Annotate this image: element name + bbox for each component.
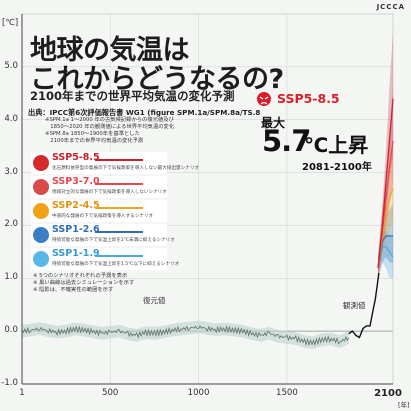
legend-swatch	[95, 255, 143, 257]
title-line-2: これからどうなるの?	[30, 64, 284, 95]
label-reconstructed: 復元値	[143, 296, 166, 305]
neutral-face-icon	[33, 203, 49, 219]
y-tick-label: 1.0	[4, 272, 18, 283]
note-line: ※SPM.8a 1850〜1900年を基準とした	[45, 131, 140, 137]
y-axis-unit: [℃]	[2, 18, 19, 28]
legend-swatch	[95, 231, 143, 233]
reconstructed-band	[22, 320, 349, 350]
legend-swatch	[95, 159, 143, 161]
legend-desc: 持続可能な発展の下で気温上昇を1.5℃以下に抑えるシナリオ	[52, 262, 180, 267]
x-tick-label: 500	[101, 388, 119, 398]
y-tick-label: 5.0	[4, 60, 18, 71]
y-tick-label: 4.0	[4, 113, 18, 124]
highlight-period: 2081-2100年	[302, 162, 372, 173]
band-ssp5-8.5	[377, 29, 393, 279]
x-tick-label: 1500	[276, 388, 298, 398]
x-axis-unit: [年]	[398, 401, 410, 409]
legend-desc: 化石燃料依存型の発展の下で気候政策を導入しない最大排出量シナリオ	[52, 166, 200, 171]
label-observed: 観測値	[343, 301, 366, 310]
legend-name: SSP2-4.5	[52, 200, 100, 211]
legend-name: SSP1-1.9	[52, 248, 100, 259]
series-lines	[21, 98, 394, 347]
footnote: ※ 5つのシナリオそれぞれの予測を表示	[33, 273, 128, 279]
chart-axes	[21, 14, 393, 385]
y-tick-label: 0.0	[4, 325, 18, 336]
note-line: 2100年までの世界平均気温の変化予測	[45, 138, 144, 144]
smile-face-icon	[33, 227, 49, 243]
source-citation: 出典：IPCC第6次評価報告書 WG1 (figure SPM.1a/SPM.8…	[28, 108, 261, 117]
y-tick-label: 2.0	[4, 219, 18, 230]
brand-logo: JCCCA	[376, 3, 405, 11]
highlight-scenario: SSP5-8.5	[277, 91, 340, 106]
highlight-face-icon	[257, 92, 271, 106]
note-line: ※SPM.1a 1〜2000 年の古気候記録からの復元値及び	[45, 117, 174, 123]
band-ssp1-2.6	[377, 204, 393, 279]
subtitle: 2100年までの世界平均気温の変化予測	[30, 89, 235, 103]
legend-card-ssp2-4.5: SSP2-4.5 中道的な発展の下で気候政策を導入するシナリオ	[31, 200, 167, 222]
highlight-max-label: 最大	[261, 116, 286, 130]
angry-face-icon	[33, 155, 49, 171]
legend-desc: 地域対立的な発展の下で気候政策を導入しないシナリオ	[52, 190, 167, 195]
x-tick-label: 2100	[374, 388, 402, 399]
y-tick-label: -1.0	[1, 378, 18, 388]
happy-face-icon	[33, 251, 49, 267]
x-tick-label: 1	[19, 388, 25, 398]
legend-name: SSP5-8.5	[52, 152, 100, 163]
legend-card-ssp5-8.5: SSP5-8.5 化石燃料依存型の発展の下で気候政策を導入しない最大排出量シナリ…	[31, 152, 199, 174]
line-ssp5-8.5	[377, 98, 394, 268]
reconstructed-line	[21, 325, 350, 347]
highlight-unit: ℃上昇	[304, 133, 369, 157]
legend-name: SSP1-2.6	[52, 224, 100, 235]
title-line-1: 地球の気温は	[30, 35, 190, 66]
legend-desc: 持続可能な発展の下で気温上昇を2℃未満に抑えるシナリオ	[52, 238, 175, 243]
legend-card-ssp1-1.9: SSP1-1.9 持続可能な発展の下で気温上昇を1.5℃以下に抑えるシナリオ	[31, 248, 179, 270]
legend-swatch	[95, 183, 143, 185]
legend-card-ssp3-7.0: SSP3-7.0 地域対立的な発展の下で気候政策を導入しないシナリオ	[31, 176, 167, 198]
highlight-value: 5.7	[262, 124, 311, 158]
footnote: ※ 黒い曲線は過去シミュレーションを示す	[33, 280, 135, 286]
legend-name: SSP3-7.0	[52, 176, 100, 187]
legend-swatch	[95, 207, 143, 209]
sad-face-icon	[33, 179, 49, 195]
y-tick-label: 3.0	[4, 166, 18, 177]
legend-card-ssp1-2.6: SSP1-2.6 持続可能な発展の下で気温上昇を2℃未満に抑えるシナリオ	[31, 224, 175, 246]
legend-desc: 中道的な発展の下で気候政策を導入するシナリオ	[52, 214, 154, 219]
note-line: 1850〜2020 年の観測値による世界平均気温の変化	[45, 124, 175, 130]
observed-line	[348, 272, 380, 339]
angry-face-icon	[259, 96, 269, 105]
x-tick-label: 1000	[187, 388, 210, 398]
footnote: ※ 陰影は、不確実性の範囲を示す	[33, 287, 114, 293]
